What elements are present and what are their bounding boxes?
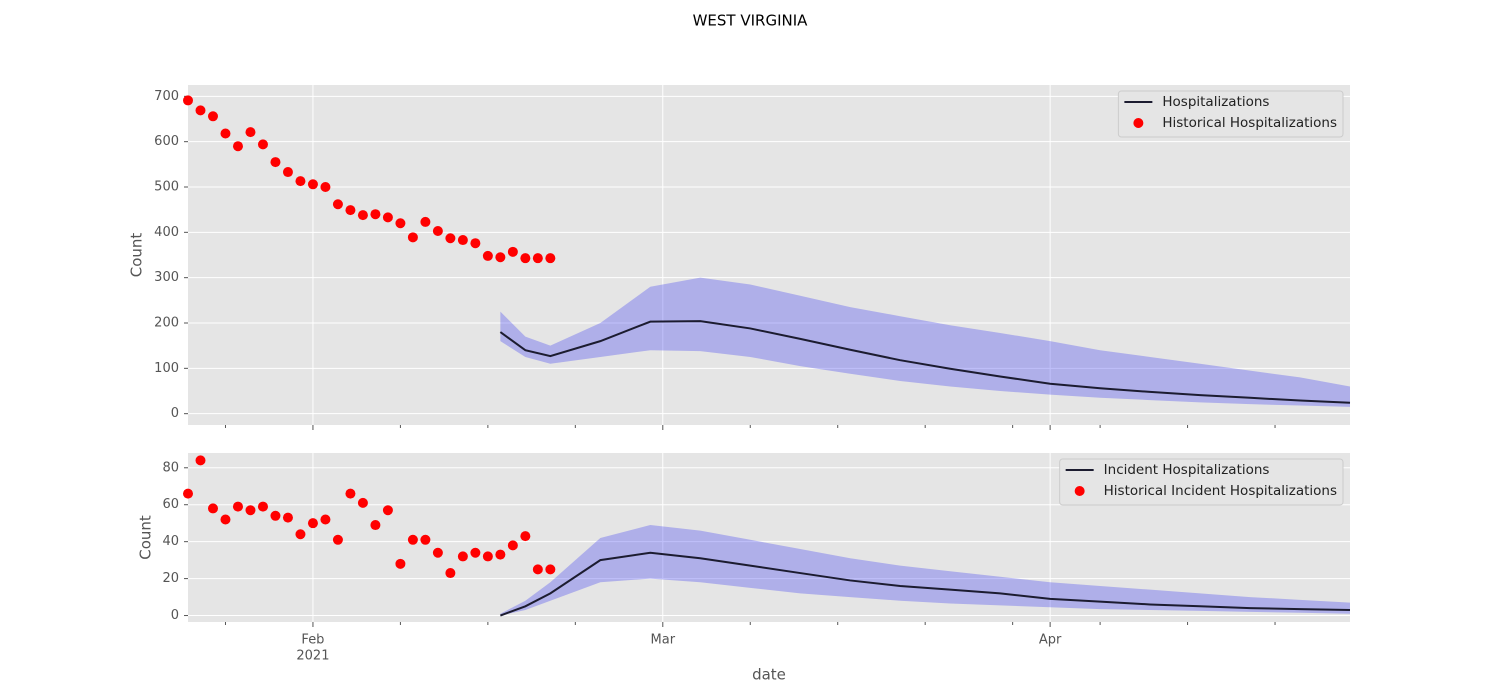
data-point	[307, 179, 318, 190]
data-point	[407, 232, 418, 243]
data-point	[507, 246, 518, 257]
y-tick-label: 20	[162, 571, 179, 586]
legend-box	[1117, 90, 1344, 138]
data-point	[495, 252, 506, 263]
figure-title: WEST VIRGINIA	[693, 12, 809, 30]
uncertainty-band	[500, 277, 1350, 407]
data-point	[370, 209, 381, 220]
data-point	[470, 238, 481, 249]
y-tick-label: 300	[154, 270, 179, 285]
data-point	[183, 488, 193, 499]
data-point	[245, 505, 256, 516]
data-point	[207, 503, 218, 514]
y-axis-label: Count	[128, 233, 146, 278]
data-point	[232, 141, 243, 152]
data-point	[282, 167, 293, 178]
y-tick-label: 200	[154, 316, 179, 331]
y-tick-label: 0	[171, 406, 179, 421]
data-point	[345, 205, 356, 216]
data-point	[382, 505, 393, 516]
x-tick-label: Apr	[1039, 633, 1062, 648]
data-point	[245, 127, 256, 138]
y-tick-label: 400	[154, 225, 179, 240]
y-tick-label: 100	[154, 361, 179, 376]
data-point	[270, 157, 281, 168]
data-point	[445, 568, 456, 579]
data-point	[470, 547, 481, 558]
data-point	[420, 216, 431, 227]
y-tick-label: 500	[154, 180, 179, 195]
data-point	[432, 225, 443, 236]
data-point	[520, 531, 531, 542]
y-tick-label: 80	[162, 460, 179, 475]
y-tick-label: 600	[154, 134, 179, 149]
data-point	[445, 233, 456, 244]
data-point	[420, 534, 431, 545]
legend-label: Hospitalizations	[1162, 94, 1269, 110]
data-point	[395, 558, 406, 569]
data-point	[520, 253, 531, 264]
data-point	[545, 564, 556, 575]
data-point	[232, 501, 243, 512]
legend-box	[1059, 458, 1344, 506]
legend-label: Historical Incident Hospitalizations	[1104, 483, 1337, 499]
data-point	[395, 218, 406, 229]
data-point	[457, 235, 468, 246]
data-point	[382, 212, 393, 223]
legend-marker	[1074, 486, 1085, 496]
data-point	[357, 210, 368, 221]
data-point	[220, 514, 231, 525]
data-point	[457, 551, 468, 562]
data-point	[345, 488, 356, 499]
legend-marker	[1133, 118, 1144, 128]
data-point	[482, 250, 493, 261]
data-point	[183, 95, 193, 106]
y-tick-label: 0	[171, 608, 179, 623]
data-point	[320, 182, 331, 192]
data-point	[257, 139, 268, 150]
data-point	[357, 497, 368, 508]
x-tick-label: Mar	[651, 633, 676, 648]
uncertainty-band	[500, 525, 1350, 616]
legend-label: Incident Hospitalizations	[1104, 462, 1270, 478]
data-point	[370, 520, 381, 531]
data-point	[545, 253, 556, 264]
data-point	[332, 199, 343, 210]
x-tick-label: Feb	[301, 633, 324, 648]
forecast-line	[499, 320, 1351, 404]
y-tick-label: 700	[154, 89, 179, 104]
data-point	[195, 455, 206, 466]
data-point	[532, 564, 543, 575]
data-point	[220, 128, 231, 139]
y-tick-label: 40	[162, 534, 179, 549]
legend-label: Historical Hospitalizations	[1162, 115, 1337, 131]
data-point	[432, 547, 443, 558]
data-point	[495, 549, 506, 560]
x-tick-sublabel: 2021	[296, 649, 329, 664]
y-tick-label: 60	[162, 497, 179, 512]
data-point	[532, 253, 543, 264]
data-point	[507, 540, 518, 551]
data-point	[295, 176, 306, 187]
x-axis-label: date	[752, 666, 786, 684]
data-point	[482, 551, 493, 562]
forecast-line	[500, 551, 1351, 617]
data-point	[407, 534, 418, 545]
data-point	[320, 514, 331, 525]
data-point	[207, 111, 218, 122]
data-point	[307, 518, 318, 529]
y-axis-label: Count	[137, 515, 155, 560]
data-point	[332, 534, 343, 545]
data-point	[270, 510, 281, 521]
data-point	[295, 529, 306, 540]
data-point	[257, 501, 268, 512]
data-point	[282, 512, 293, 523]
data-point	[195, 105, 206, 116]
